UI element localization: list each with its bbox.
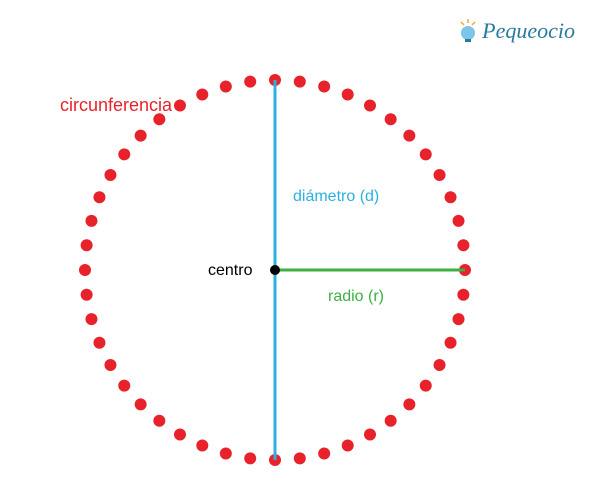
center-label: centro [208, 262, 252, 280]
center-point [270, 265, 280, 275]
diameter-label: diámetro (d) [293, 188, 379, 206]
circle-diagram [0, 0, 600, 500]
radius-label: radio (r) [328, 288, 384, 306]
circumference-label: circunferencia [60, 95, 172, 116]
